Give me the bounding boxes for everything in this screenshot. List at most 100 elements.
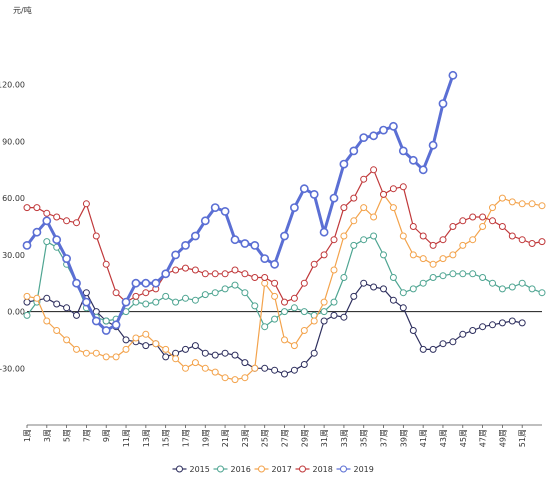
series-2016: [23, 232, 546, 331]
data-point-2017: [201, 364, 209, 372]
data-point-2016: [340, 274, 348, 281]
data-point-2016: [508, 283, 516, 291]
x-tick-label: 39周: [399, 429, 408, 447]
data-point-2019: [111, 320, 121, 330]
data-point-2017: [241, 374, 249, 382]
x-tick-label: 35周: [360, 429, 369, 447]
data-point-2016: [380, 251, 387, 259]
data-point-2017: [489, 204, 496, 212]
data-point-2015: [271, 366, 279, 374]
data-point-2016: [439, 272, 447, 280]
x-tick-label: 45周: [459, 429, 468, 447]
data-point-2015: [370, 283, 378, 291]
data-point-2017: [43, 317, 51, 325]
data-point-2018: [43, 209, 51, 217]
data-point-2018: [300, 279, 308, 287]
data-point-2019: [270, 259, 279, 269]
data-point-2016: [498, 285, 506, 293]
x-tick-label: 43周: [439, 429, 448, 447]
x-tick-label: 47周: [479, 429, 488, 447]
x-axis-ticks: 1周 3周 5周 7周 9周 11周 13周 15周 17周 19周 21周 23周 25周 27周 29周…: [23, 425, 527, 447]
data-point-2015: [211, 351, 219, 359]
data-point-2016: [459, 270, 467, 278]
data-point-2018: [172, 266, 180, 274]
data-point-2018: [281, 298, 288, 306]
data-point-2015: [479, 323, 487, 331]
data-point-2016: [389, 274, 397, 281]
data-point-2018: [518, 236, 526, 244]
data-point-2015: [320, 317, 328, 325]
x-tick-label: 51周: [518, 429, 527, 447]
x-tick-label: 37周: [380, 429, 389, 447]
data-point-2018: [211, 270, 219, 278]
data-point-2016: [399, 289, 407, 297]
data-point-2015: [380, 285, 387, 293]
data-point-2017: [399, 232, 407, 240]
data-point-2016: [370, 232, 378, 240]
data-point-2015: [201, 349, 209, 357]
data-point-2019: [171, 250, 180, 260]
data-point-2016: [201, 291, 209, 299]
legend-item-2017[interactable]: 2017: [254, 465, 292, 474]
data-point-2017: [261, 279, 269, 287]
data-point-2017: [182, 364, 189, 372]
data-point-2017: [508, 198, 516, 206]
data-point-2015: [469, 327, 477, 334]
data-point-2019: [42, 216, 52, 226]
legend-label: 2017: [272, 465, 292, 474]
data-point-2018: [498, 223, 506, 230]
data-point-2019: [349, 146, 359, 156]
legend-label: 2018: [313, 465, 333, 474]
y-axis-ticks: -30.00 0.00 30.00 60.00 90.00 120.00: [0, 81, 25, 374]
series-line-2019: [25, 74, 455, 332]
data-point-2016: [350, 241, 358, 249]
data-point-2016: [261, 323, 269, 331]
data-point-2015: [231, 351, 239, 359]
data-point-2015: [23, 298, 31, 306]
data-point-2016: [528, 285, 536, 293]
legend-item-2019[interactable]: 2019: [336, 465, 374, 474]
x-tick-label: 31周: [320, 429, 329, 447]
y-tick-label: -30.00: [0, 364, 25, 373]
x-tick-label: 5周: [63, 429, 72, 442]
data-point-2016: [182, 294, 189, 302]
legend-marker-swatch: [340, 465, 347, 473]
data-point-2018: [399, 183, 407, 191]
legend-item-2018[interactable]: 2018: [295, 465, 333, 474]
data-point-2016: [518, 279, 526, 287]
legend-item-2016[interactable]: 2016: [213, 465, 251, 474]
x-tick-label: 9周: [102, 429, 111, 442]
data-point-2016: [142, 300, 150, 308]
legend-item-2015[interactable]: 2015: [172, 465, 210, 474]
data-point-2019: [151, 278, 161, 288]
series-2017: [23, 190, 546, 384]
data-point-2016: [221, 285, 229, 293]
series-2015: [23, 279, 526, 378]
data-point-2019: [379, 125, 388, 135]
data-point-2019: [32, 227, 42, 237]
data-point-2015: [63, 304, 71, 312]
data-point-2018: [102, 260, 110, 268]
x-tick-label: 49周: [498, 429, 507, 447]
data-point-2015: [122, 336, 130, 344]
data-point-2018: [479, 213, 487, 221]
data-point-2019: [91, 316, 101, 326]
data-point-2017: [231, 376, 239, 384]
y-axis-unit-label: 元/吨: [13, 5, 32, 15]
data-point-2017: [132, 334, 140, 342]
data-point-2018: [142, 289, 150, 297]
data-point-2019: [62, 254, 71, 263]
data-point-2015: [191, 342, 199, 350]
data-point-2015: [241, 359, 249, 367]
data-point-2016: [360, 236, 368, 244]
legend-marker-swatch: [217, 465, 224, 473]
x-tick-label: 13周: [142, 429, 151, 447]
data-point-2015: [340, 313, 348, 321]
data-point-2016: [489, 279, 496, 287]
data-point-2018: [429, 241, 437, 249]
data-point-2015: [53, 300, 61, 308]
data-point-2015: [221, 349, 229, 357]
data-point-2019: [161, 269, 171, 279]
y-tick-label: 120.00: [0, 81, 25, 90]
data-point-2019: [22, 240, 32, 250]
